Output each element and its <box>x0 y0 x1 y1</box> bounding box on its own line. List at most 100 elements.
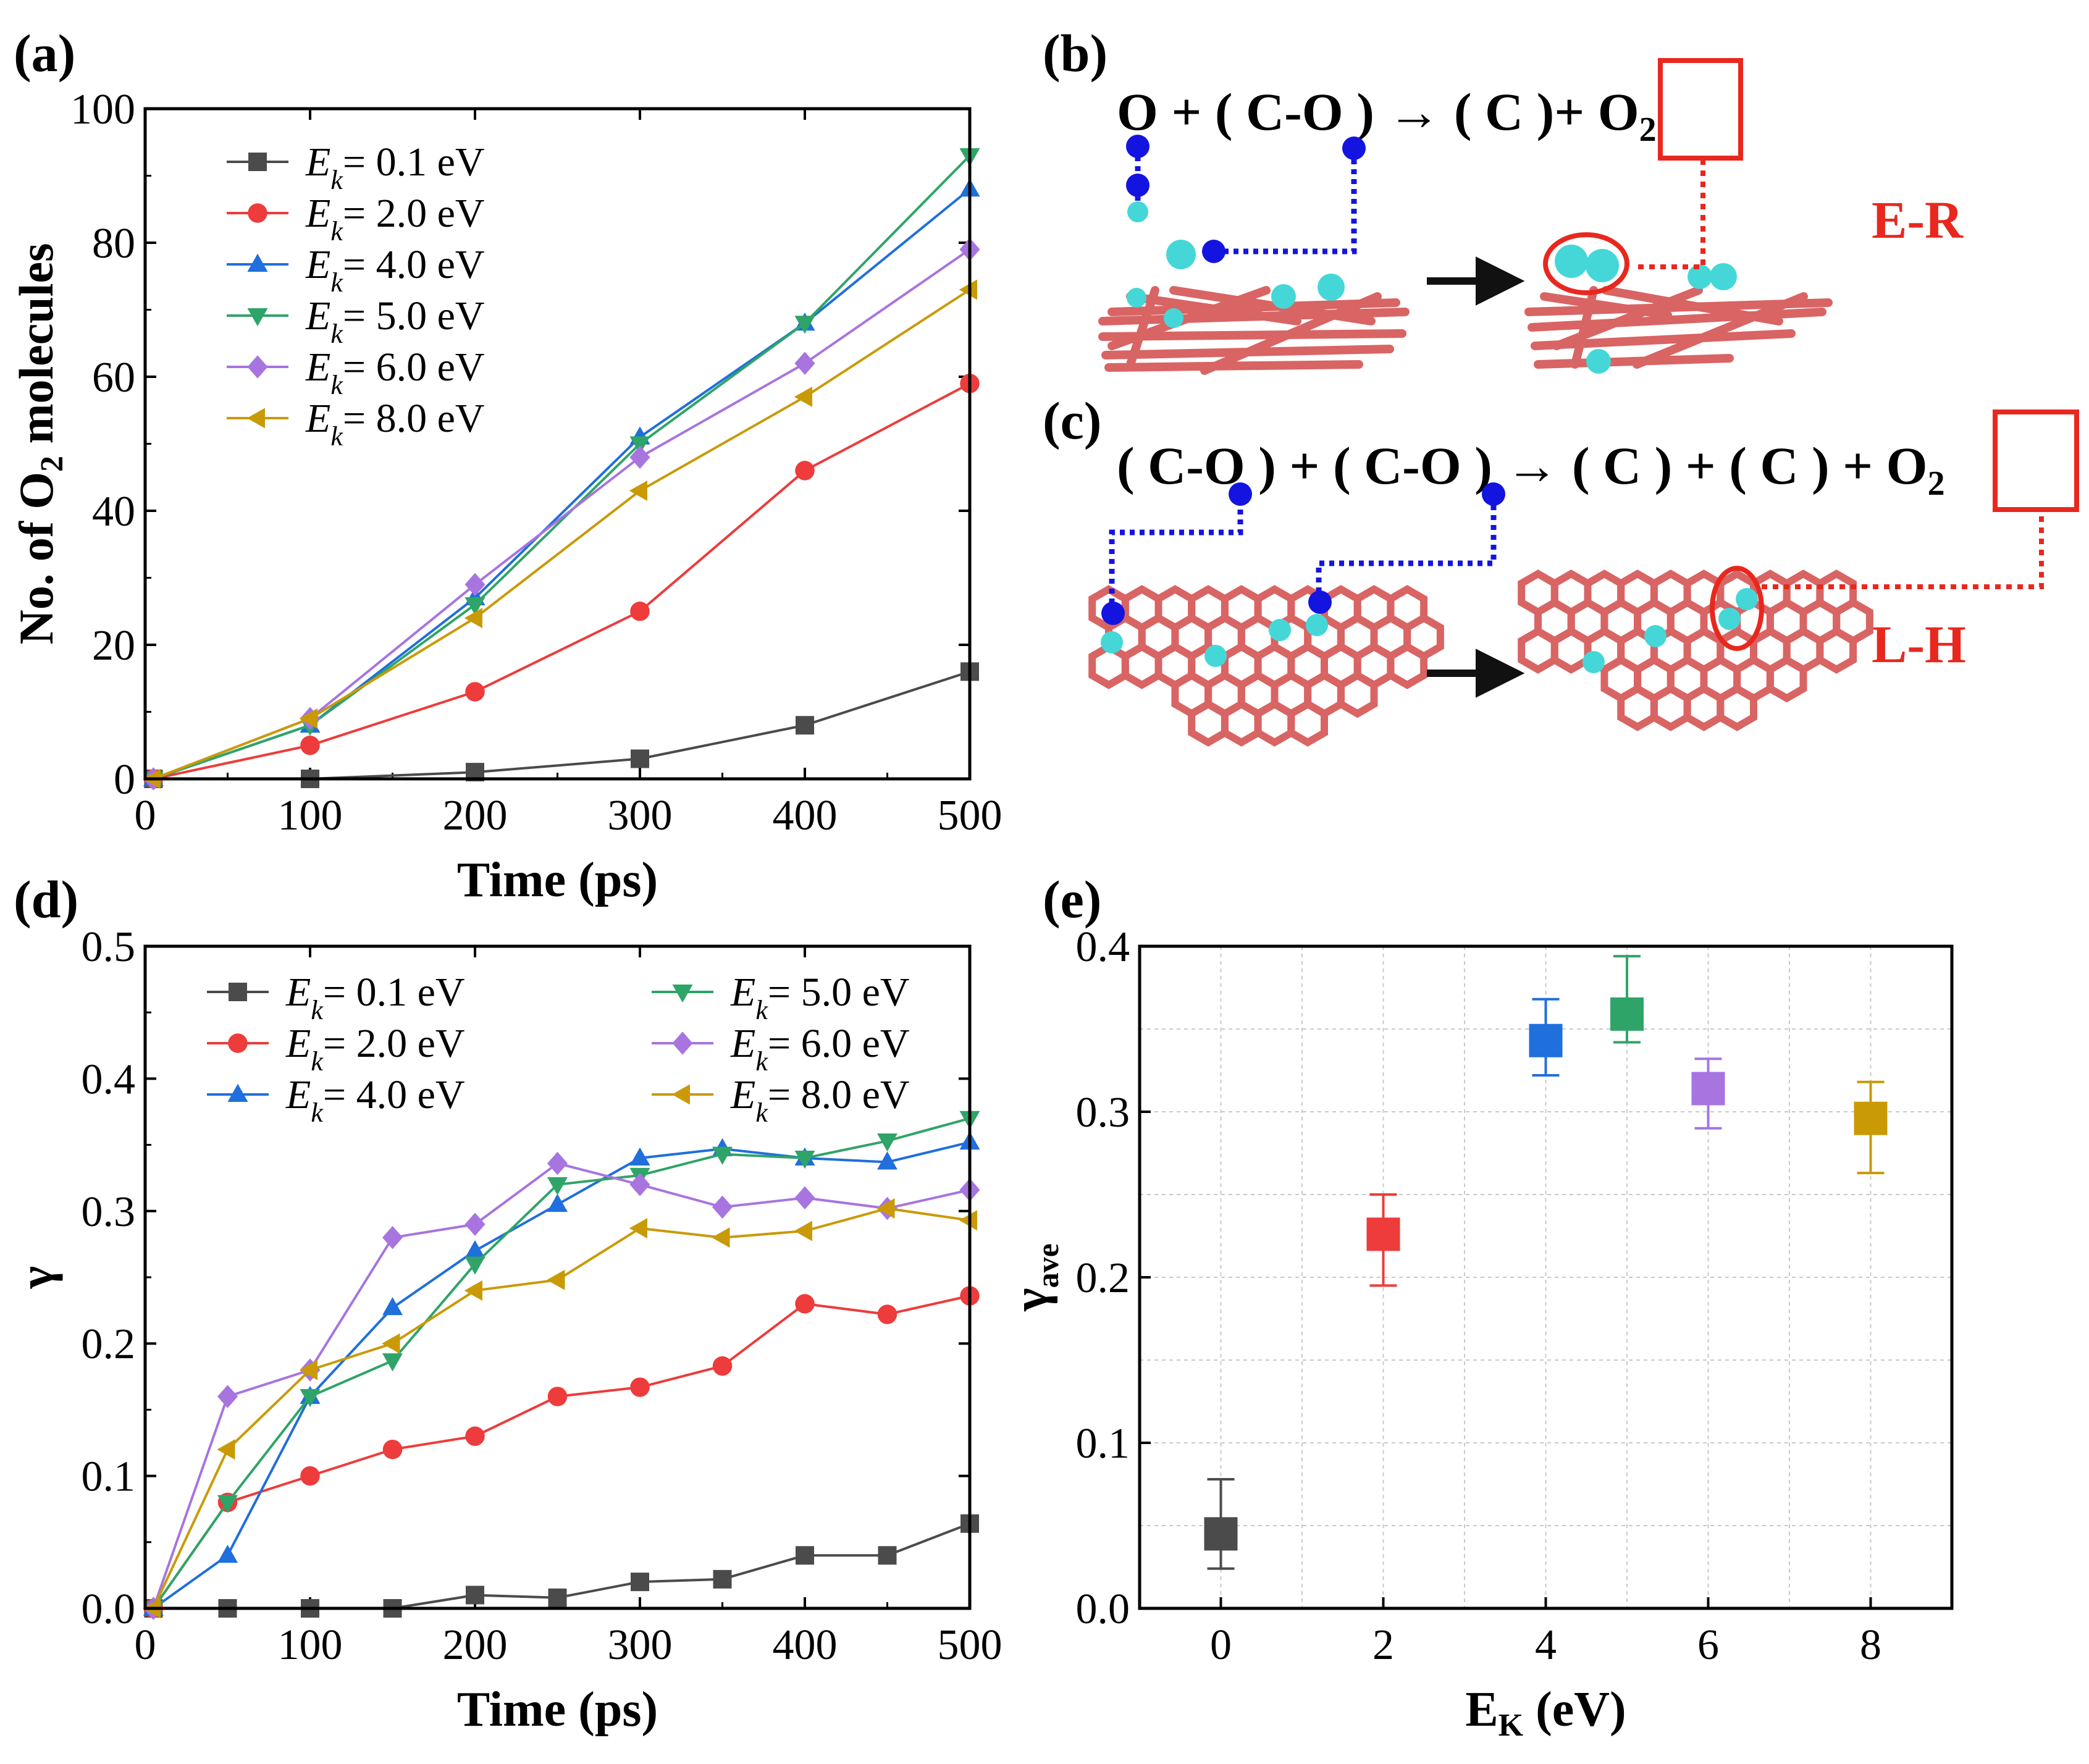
hex-ring <box>1717 684 1757 731</box>
y-tick-label: 80 <box>92 220 135 267</box>
data-point <box>464 1212 485 1236</box>
series-square <box>144 1514 979 1618</box>
data-point <box>548 1588 567 1607</box>
legend-label: Ek= 8.0 eV <box>305 396 485 452</box>
data-point <box>629 1173 650 1196</box>
data-point <box>629 480 647 501</box>
y-tick-label: 0.5 <box>82 923 136 971</box>
data-point <box>382 1333 400 1354</box>
series-line <box>152 1117 970 1610</box>
legend-label: Ek= 4.0 eV <box>305 242 485 298</box>
panel-label-a: (a) <box>14 23 75 83</box>
data-point <box>547 1387 568 1406</box>
data-point <box>547 1269 565 1290</box>
atom-marker-b3 <box>1202 240 1225 263</box>
data-point <box>959 279 977 300</box>
y-tick-label: 0.1 <box>82 1453 136 1501</box>
atom-marker-c1 <box>1229 482 1252 506</box>
data-point <box>876 1198 895 1219</box>
panel-label-b: (b) <box>1043 23 1108 83</box>
oxygen-atom-c1 <box>1101 631 1123 653</box>
data-point <box>794 1220 812 1241</box>
legend-entry: Ek= 0.1 eV <box>227 140 485 195</box>
data-point-group <box>1529 998 1563 1077</box>
data-point <box>712 1356 733 1376</box>
legend-marker <box>229 983 247 1001</box>
data-point <box>382 1225 403 1250</box>
data-point <box>465 682 485 702</box>
data-point <box>794 387 812 408</box>
hex-ring <box>1683 684 1725 731</box>
oxygen-atom-b8 <box>1586 249 1619 282</box>
data-point <box>382 1297 403 1316</box>
hex-ring <box>1617 684 1658 731</box>
x-tick-label: 0 <box>135 792 156 839</box>
graphene-surface-b-after <box>1524 286 1833 369</box>
chart-a-o2-molecules: 0 100 200 300 400 500 0 20 40 60 80 100 Time (ps) No.… <box>9 86 1002 907</box>
data-point <box>466 763 484 782</box>
data-point <box>959 1210 977 1231</box>
y-axis-label: γ <box>9 1266 63 1290</box>
legend-marker <box>672 1031 693 1055</box>
legend-entry: Ek= 2.0 eV <box>207 1021 465 1077</box>
legend-marker <box>227 1083 248 1102</box>
legend-marker <box>672 985 693 1003</box>
oxygen-atom-b10 <box>1710 263 1737 290</box>
graphene-sheet-c-after <box>1518 569 1873 731</box>
oxygen-atom-c4 <box>1306 614 1328 636</box>
panel-label-c: (c) <box>1043 391 1101 450</box>
data-point <box>713 1569 732 1589</box>
legend-entry: Ek= 5.0 eV <box>227 293 485 349</box>
data-point <box>464 597 485 616</box>
data-point <box>300 1466 320 1486</box>
data-point <box>547 1177 568 1196</box>
data-point <box>631 749 649 768</box>
y-tick-label: 0.3 <box>1076 1089 1130 1136</box>
legend-marker <box>228 1033 248 1053</box>
data-point <box>629 436 650 455</box>
legend-label: Ek= 6.0 eV <box>305 345 485 400</box>
data-point <box>795 461 815 481</box>
data-point <box>466 1586 484 1605</box>
data-point <box>464 1240 485 1259</box>
data-point <box>1204 1517 1238 1551</box>
atom-marker-b2 <box>1126 174 1150 197</box>
mechanism-label-er: E-R <box>1872 190 1964 250</box>
data-point <box>217 1385 238 1408</box>
series-line <box>153 154 971 780</box>
series-triangle-up <box>143 178 980 786</box>
legend-marker <box>247 253 268 272</box>
reaction-arrow-c <box>1427 649 1525 698</box>
data-point <box>712 1146 733 1165</box>
hex-ring <box>1188 700 1229 747</box>
data-point <box>794 1151 815 1169</box>
series-line <box>153 288 971 780</box>
y-tick-label: 0.3 <box>82 1188 136 1236</box>
data-point <box>794 351 815 376</box>
x-tick-label: 300 <box>608 1621 673 1669</box>
series-triangle-left <box>143 1198 977 1619</box>
x-tick-label: 100 <box>278 1621 343 1669</box>
legend-marker <box>247 355 268 379</box>
oxygen-atom-c6 <box>1644 625 1667 647</box>
oxygen-atom-b2 <box>1166 240 1196 269</box>
legend-marker <box>671 1084 690 1105</box>
x-tick-label: 100 <box>278 792 343 839</box>
atom-marker-c2 <box>1482 482 1505 506</box>
series-line <box>152 1295 970 1610</box>
series-square <box>144 662 979 788</box>
x-tick-label: 400 <box>773 1621 838 1669</box>
graphene-surface-b-before <box>1098 286 1410 375</box>
data-point <box>795 1294 815 1314</box>
y-tick-label: 100 <box>70 86 135 133</box>
o2-circle-c <box>1710 566 1764 651</box>
legend-label: Ek= 0.1 eV <box>305 140 485 195</box>
equation-c: ( C-O ) + ( C-O ) → ( C ) + ( C ) + O2 <box>1117 436 1945 503</box>
data-point <box>878 1546 897 1565</box>
legend-label: Ek= 8.0 eV <box>730 1072 910 1128</box>
oxygen-atom-b1 <box>1127 201 1148 222</box>
data-point <box>630 602 650 621</box>
data-point <box>629 1218 647 1239</box>
y-tick-label: 0 <box>114 756 135 804</box>
